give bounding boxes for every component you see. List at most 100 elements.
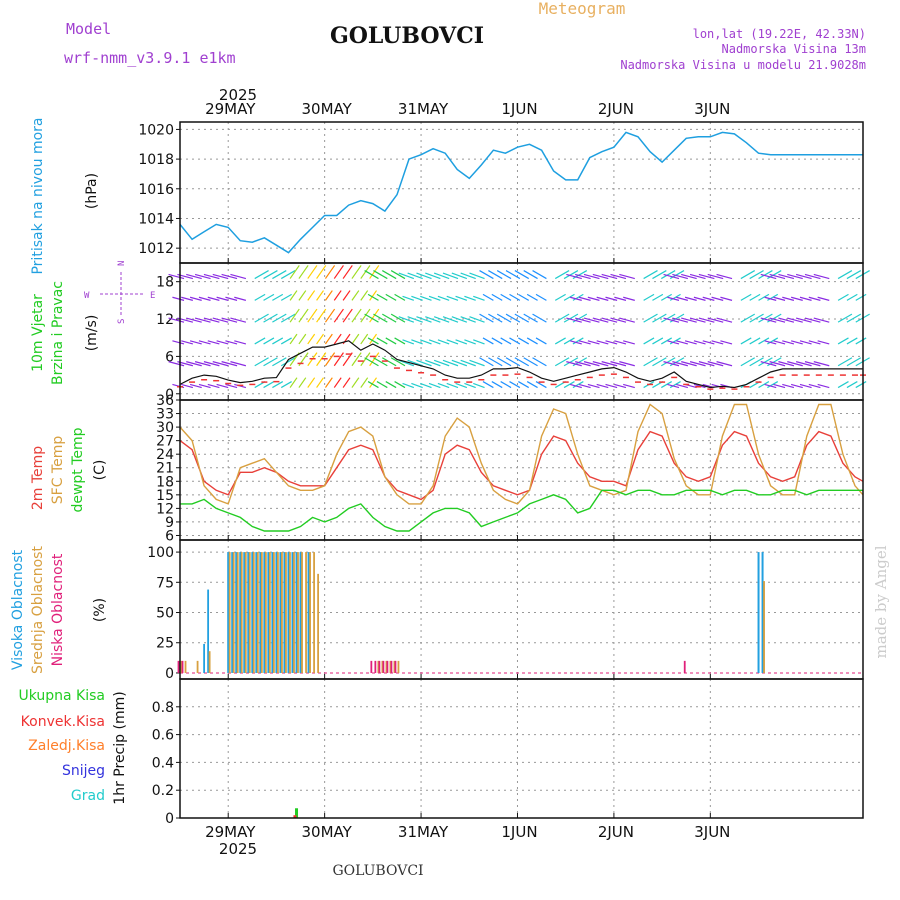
- pressure-ytick-label: 1014: [138, 211, 174, 227]
- temperature-ytick-label: 9: [165, 515, 174, 531]
- wind-arrow: [846, 313, 862, 323]
- wind-arrow: [804, 361, 821, 367]
- wind-arrow: [535, 337, 547, 345]
- wind-arrow: [711, 340, 724, 345]
- precip-panel: 0 0.2 0.4 0.6 0.8: [152, 679, 863, 827]
- wind-arrow: [186, 361, 202, 367]
- wind-arrow: [451, 359, 468, 367]
- cloud-ytick-label: 0: [165, 666, 174, 682]
- wind-arrow: [663, 317, 680, 323]
- wind-arrow: [289, 377, 298, 388]
- wind-arrow: [360, 290, 369, 301]
- panels: 1012101410161018102006121869121518212427…: [138, 121, 870, 827]
- wind-arrow: [272, 381, 284, 389]
- wind-arrow: [333, 333, 342, 345]
- temp-ylabel-dewpt: dewpt Temp: [70, 427, 86, 512]
- wind-arrow: [307, 265, 318, 279]
- wind-arrow: [846, 381, 858, 389]
- wind-arrow: [643, 293, 655, 301]
- wind-arrow: [778, 273, 795, 280]
- wind-arrow: [316, 352, 327, 367]
- wind-arrow: [500, 337, 512, 345]
- wind-arrow: [272, 270, 287, 280]
- wind-arrow: [189, 296, 202, 301]
- mid-cloud-bar: [180, 660, 183, 673]
- wind-arrow: [574, 273, 591, 280]
- wind-arrow: [437, 382, 450, 389]
- wind-arrow: [280, 270, 296, 280]
- pressure-frame: [179, 121, 864, 264]
- wind-arrow: [526, 337, 538, 345]
- bottom-date-label: 2JUN: [598, 823, 634, 841]
- wind-arrow: [488, 313, 503, 323]
- wind-arrow: [592, 361, 609, 367]
- wind-arrow: [369, 290, 378, 301]
- wind-arrow: [808, 383, 821, 389]
- mid-cloud-bar: [184, 660, 187, 673]
- mid-cloud-bar: [232, 552, 235, 673]
- wind-arrow: [207, 383, 220, 389]
- cloud-ylabel: Visoka Oblacnost Srednja Oblacnost Niska…: [10, 546, 108, 674]
- wind-ytick-label: 18: [156, 275, 174, 291]
- mid-cloud-bar: [273, 552, 275, 673]
- wind-ylabel: 10m Vjetar Brzina i Pravac (m/s) N S W E: [30, 261, 155, 385]
- mid-cloud-bar: [309, 552, 311, 673]
- wind-arrow: [505, 270, 521, 280]
- wind-arrow: [758, 357, 773, 367]
- wind-arrow: [740, 270, 756, 280]
- wind-arrow: [808, 340, 821, 345]
- wind-arrow: [455, 295, 468, 301]
- wind-arrow: [360, 308, 371, 323]
- wind-arrow: [390, 357, 406, 367]
- wind-arrow: [482, 293, 494, 301]
- mid-cloud-bar: [393, 660, 396, 673]
- wind-arrow: [225, 340, 238, 345]
- wind-arrow: [460, 359, 476, 367]
- wind-arrow: [716, 273, 733, 280]
- wind-arrow: [351, 308, 362, 323]
- wind-arrow: [764, 296, 777, 301]
- wind-arrow: [707, 273, 724, 280]
- wind-arrow: [837, 270, 853, 280]
- wind-arrow: [385, 337, 397, 345]
- wind-arrow: [225, 383, 238, 389]
- wind-arrow: [855, 293, 867, 301]
- conv-precip-bar: [293, 815, 297, 818]
- precip-ytick-label: 0: [165, 811, 174, 827]
- low-cloud-bar: [386, 660, 389, 673]
- wind-arrow: [799, 340, 812, 345]
- wind-arrow: [351, 377, 360, 388]
- low-cloud-bar: [378, 660, 381, 673]
- wind-arrow: [740, 293, 752, 301]
- wind-arrow: [817, 296, 830, 301]
- wind-arrow: [661, 337, 673, 345]
- wind-arrow: [369, 265, 380, 279]
- wind-arrow: [514, 270, 530, 280]
- wind-arrow: [532, 357, 547, 367]
- wind-arrow: [203, 273, 220, 280]
- wind-ylabel-line2: Brzina i Pravac: [50, 281, 66, 385]
- mid-cloud-bar: [228, 552, 231, 673]
- precip-ytick-label: 0.2: [152, 783, 174, 799]
- mid-cloud-bar: [389, 660, 392, 673]
- wind-arrow: [610, 361, 627, 367]
- mid-cloud-bar: [397, 660, 400, 673]
- high-cloud-bar: [235, 552, 238, 673]
- wind-arrow: [351, 333, 360, 345]
- compass-south: S: [117, 319, 127, 324]
- wind-arrow: [563, 270, 579, 280]
- wind-arrows: [168, 265, 870, 389]
- low-cloud-bar: [370, 660, 373, 673]
- wind-arrow: [749, 313, 764, 323]
- temperature-ytick-label: 12: [156, 501, 174, 517]
- wind-arrow: [808, 296, 821, 301]
- wind-arrow: [221, 361, 238, 367]
- wind-arrow: [263, 357, 278, 367]
- wind-arrow: [804, 273, 821, 280]
- wind-arrow: [758, 381, 770, 389]
- wind-arrow: [411, 295, 423, 301]
- wind-arrow: [523, 313, 538, 323]
- wind-arrow: [813, 317, 830, 323]
